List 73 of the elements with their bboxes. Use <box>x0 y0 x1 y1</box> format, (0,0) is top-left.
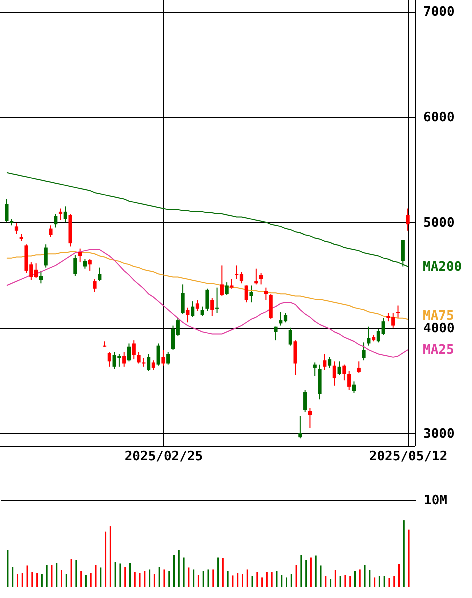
candlestick <box>215 287 220 314</box>
candlestick <box>191 301 195 318</box>
candlestick <box>166 352 170 366</box>
candlestick <box>137 352 141 364</box>
candlestick <box>338 361 342 376</box>
candlestick <box>196 300 200 312</box>
candlestick <box>156 343 160 366</box>
candlestick <box>254 268 258 286</box>
candlestick <box>98 267 102 282</box>
candlestick <box>83 258 88 270</box>
candlestick <box>298 416 302 440</box>
candlestick <box>260 272 264 286</box>
candlestick <box>264 287 268 301</box>
y-tick-label: 5000 <box>424 216 455 231</box>
candlestick <box>181 284 185 315</box>
candlestick <box>49 225 53 238</box>
candlestick <box>244 285 248 304</box>
candlestick <box>348 370 352 391</box>
y-tick-label: 3000 <box>424 426 455 442</box>
x-tick-label: 2025/02/25 <box>124 450 204 464</box>
candlestick <box>269 294 273 320</box>
candlestick <box>367 326 371 346</box>
candlestick <box>162 350 166 366</box>
line-series <box>6 172 409 268</box>
candlestick <box>308 408 312 429</box>
candlestick <box>357 361 361 374</box>
candlestick <box>206 288 210 312</box>
candlestick <box>332 361 336 386</box>
candlestick <box>58 208 63 221</box>
candlestick <box>225 282 229 296</box>
y-tick-label: 6000 <box>424 110 455 126</box>
x-tick-label: 2025/05/12 <box>369 450 448 464</box>
series-label: MA25 <box>423 343 454 358</box>
candlestick <box>78 248 82 264</box>
candlestick <box>14 223 19 235</box>
candlestick <box>132 340 136 360</box>
candlestick <box>210 298 214 317</box>
candlestick <box>127 343 132 362</box>
candlestick <box>396 305 400 319</box>
candlestick <box>200 306 204 317</box>
candlestick <box>152 360 156 371</box>
y-tick-label: 4000 <box>424 321 455 336</box>
candlestick <box>288 327 292 346</box>
candlestick <box>342 364 346 382</box>
candlestick <box>186 307 190 324</box>
candlestick <box>362 342 366 362</box>
candlestick <box>220 265 224 297</box>
candlestick <box>64 206 68 223</box>
candlestick <box>274 326 278 342</box>
candlestick <box>108 352 112 368</box>
candlestick <box>250 285 254 304</box>
candlestick <box>88 258 92 272</box>
candlestick <box>304 390 308 413</box>
candlestick <box>5 198 9 223</box>
series-label: MA75 <box>423 308 454 324</box>
candlestick <box>93 278 97 293</box>
y-tick-label: 7000 <box>424 5 455 20</box>
candlestick <box>323 354 327 371</box>
candlestick <box>352 381 356 394</box>
candlestick <box>54 214 58 228</box>
candlestick <box>328 356 332 368</box>
ref-line-label: 10M <box>424 494 448 509</box>
candlestick <box>406 208 410 232</box>
series-label: MA200 <box>423 260 462 275</box>
candlestick <box>313 362 317 377</box>
line-series <box>6 249 409 358</box>
candlestick <box>122 352 126 368</box>
candlestick <box>147 354 151 372</box>
candlestick <box>39 270 43 284</box>
candlestick <box>74 254 78 277</box>
candlestick <box>44 244 48 268</box>
candlestick <box>230 278 234 290</box>
candlestick <box>294 340 298 376</box>
